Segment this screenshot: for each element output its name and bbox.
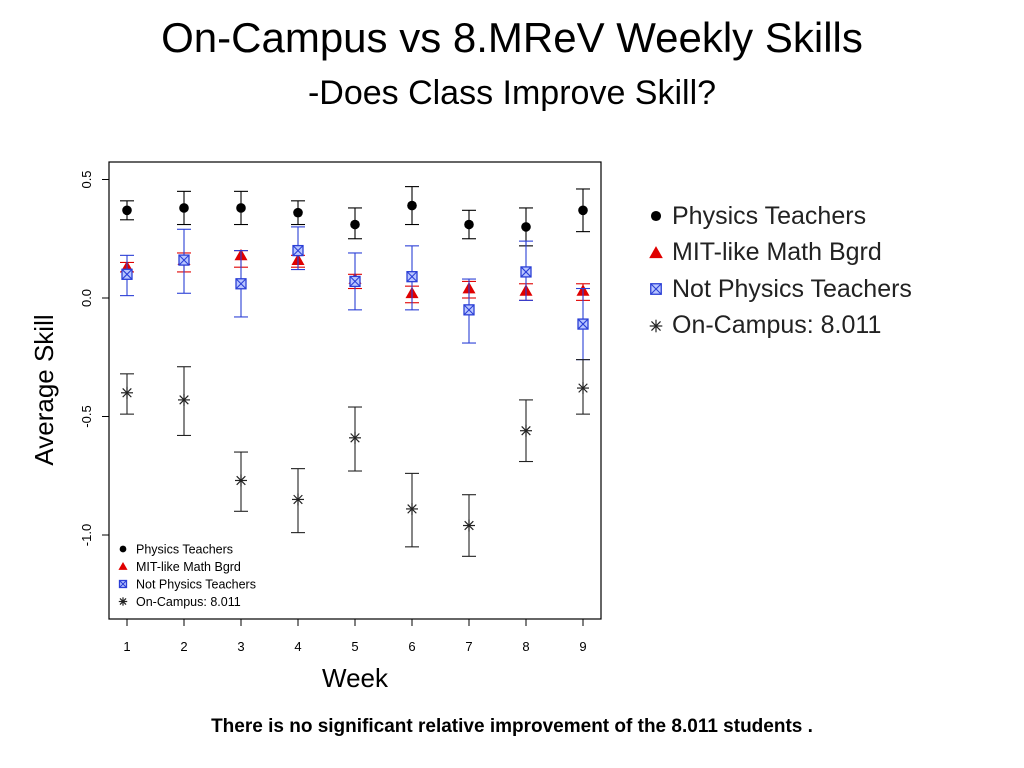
inner-legend-label: MIT-like Math Bgrd — [136, 560, 241, 574]
data-point — [349, 431, 361, 444]
legend-marker — [640, 277, 672, 301]
series-physics-teachers — [120, 186, 590, 247]
legend-marker — [640, 314, 672, 338]
y-axis-label: Average Skill — [29, 314, 59, 465]
data-point — [235, 278, 247, 290]
x-tick-label: 2 — [180, 639, 187, 654]
inner-legend-item: Physics Teachers — [119, 543, 233, 557]
slide-title: On-Campus vs 8.MReV Weekly Skills — [161, 14, 863, 61]
data-point — [520, 266, 532, 278]
y-tick-label: -0.5 — [79, 405, 94, 427]
y-tick-label: 0.5 — [79, 170, 94, 188]
legend-label: MIT-like Math Bgrd — [672, 238, 882, 267]
data-point — [407, 200, 417, 211]
x-axis-label: Week — [322, 663, 389, 693]
legend-item: On-Campus: 8.011 — [640, 308, 912, 345]
legend-marker — [640, 204, 672, 228]
x-tick-label: 6 — [408, 639, 415, 654]
data-point — [179, 203, 189, 213]
legend-marker — [640, 241, 672, 265]
inner-legend-label: Physics Teachers — [136, 543, 233, 557]
x-tick-label: 4 — [294, 639, 301, 654]
legend-item: Not Physics Teachers — [640, 271, 912, 308]
data-point — [349, 275, 361, 288]
legend-item: Physics Teachers — [640, 198, 912, 235]
data-point — [293, 207, 303, 218]
y-tick-label: 0.0 — [79, 289, 94, 307]
x-tick-label: 3 — [237, 639, 244, 654]
legend-item: MIT-like Math Bgrd — [640, 235, 912, 272]
legend-label: Not Physics Teachers — [672, 274, 912, 303]
legend: Physics Teachers MIT-like Math Bgrd Not Ph… — [640, 198, 912, 344]
footer-note: There is no significant relative improve… — [211, 716, 813, 737]
data-point — [236, 203, 246, 213]
x-tick-label: 9 — [579, 639, 586, 654]
data-point — [406, 502, 418, 515]
data-point — [292, 244, 304, 257]
data-point — [464, 219, 474, 230]
x-tick-label: 5 — [351, 639, 358, 654]
data-point — [235, 474, 247, 487]
x-tick-label: 1 — [123, 639, 130, 654]
data-series — [120, 186, 590, 557]
data-point — [122, 205, 132, 216]
data-point — [578, 205, 588, 216]
data-point — [577, 382, 589, 395]
legend-label: Physics Teachers — [672, 201, 867, 230]
inner-legend: Physics Teachers MIT-like Math Bgrd Not Ph… — [118, 543, 256, 609]
data-point — [463, 304, 475, 316]
inner-legend-item: MIT-like Math Bgrd — [118, 560, 241, 574]
data-point — [521, 222, 531, 232]
series-not-physics-teachers — [120, 226, 590, 361]
legend-label: On-Campus: 8.011 — [672, 311, 882, 340]
data-point — [520, 424, 532, 437]
data-point — [121, 386, 133, 399]
axes: 1 2 3 4 5 6 7 8 9 0.5 0.0 -0.5 -1.0 — [79, 170, 587, 654]
data-point — [350, 219, 360, 230]
inner-legend-item: On-Campus: 8.011 — [118, 595, 241, 609]
y-tick-label: -1.0 — [79, 524, 94, 546]
inner-legend-item: Not Physics Teachers — [118, 578, 256, 592]
inner-legend-label: On-Campus: 8.011 — [136, 595, 241, 609]
data-point — [121, 268, 133, 280]
inner-legend-label: Not Physics Teachers — [136, 578, 256, 592]
x-tick-label: 8 — [522, 639, 529, 654]
x-tick-label: 7 — [465, 639, 472, 654]
data-point — [178, 393, 190, 406]
slide-subtitle: -Does Class Improve Skill? — [307, 74, 717, 112]
data-point — [406, 271, 418, 283]
data-point — [178, 254, 190, 266]
data-point — [463, 519, 475, 532]
data-point — [292, 493, 304, 506]
data-point — [577, 318, 589, 330]
series-on-campus-8-011 — [120, 359, 590, 557]
